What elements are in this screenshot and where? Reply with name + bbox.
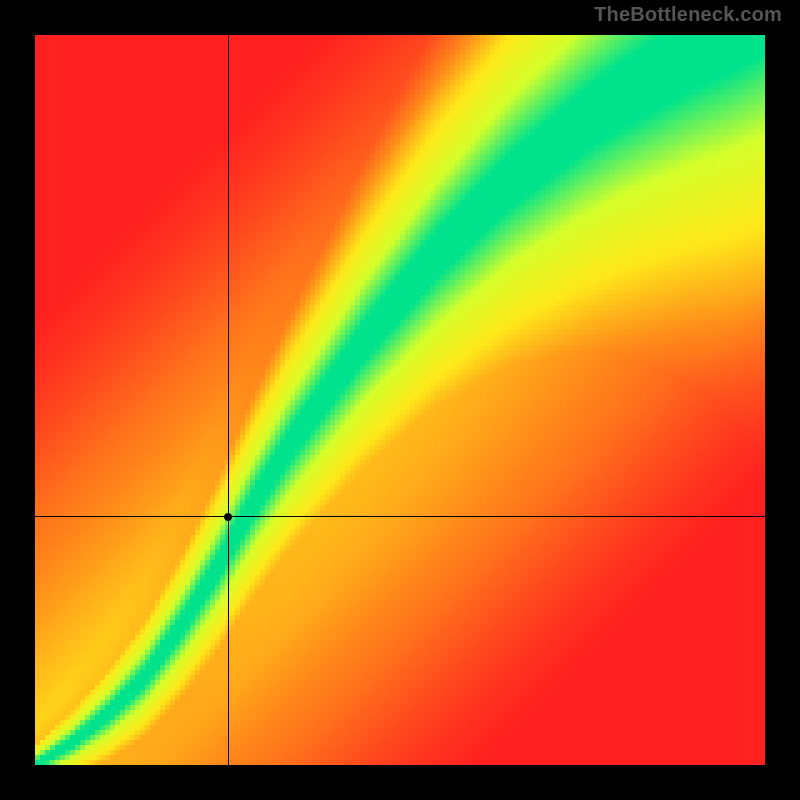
crosshair-vertical xyxy=(228,35,229,765)
crosshair-horizontal xyxy=(35,516,765,517)
watermark-text: TheBottleneck.com xyxy=(594,4,782,27)
chart-stage: TheBottleneck.com xyxy=(0,0,800,800)
heatmap-canvas xyxy=(35,35,765,765)
